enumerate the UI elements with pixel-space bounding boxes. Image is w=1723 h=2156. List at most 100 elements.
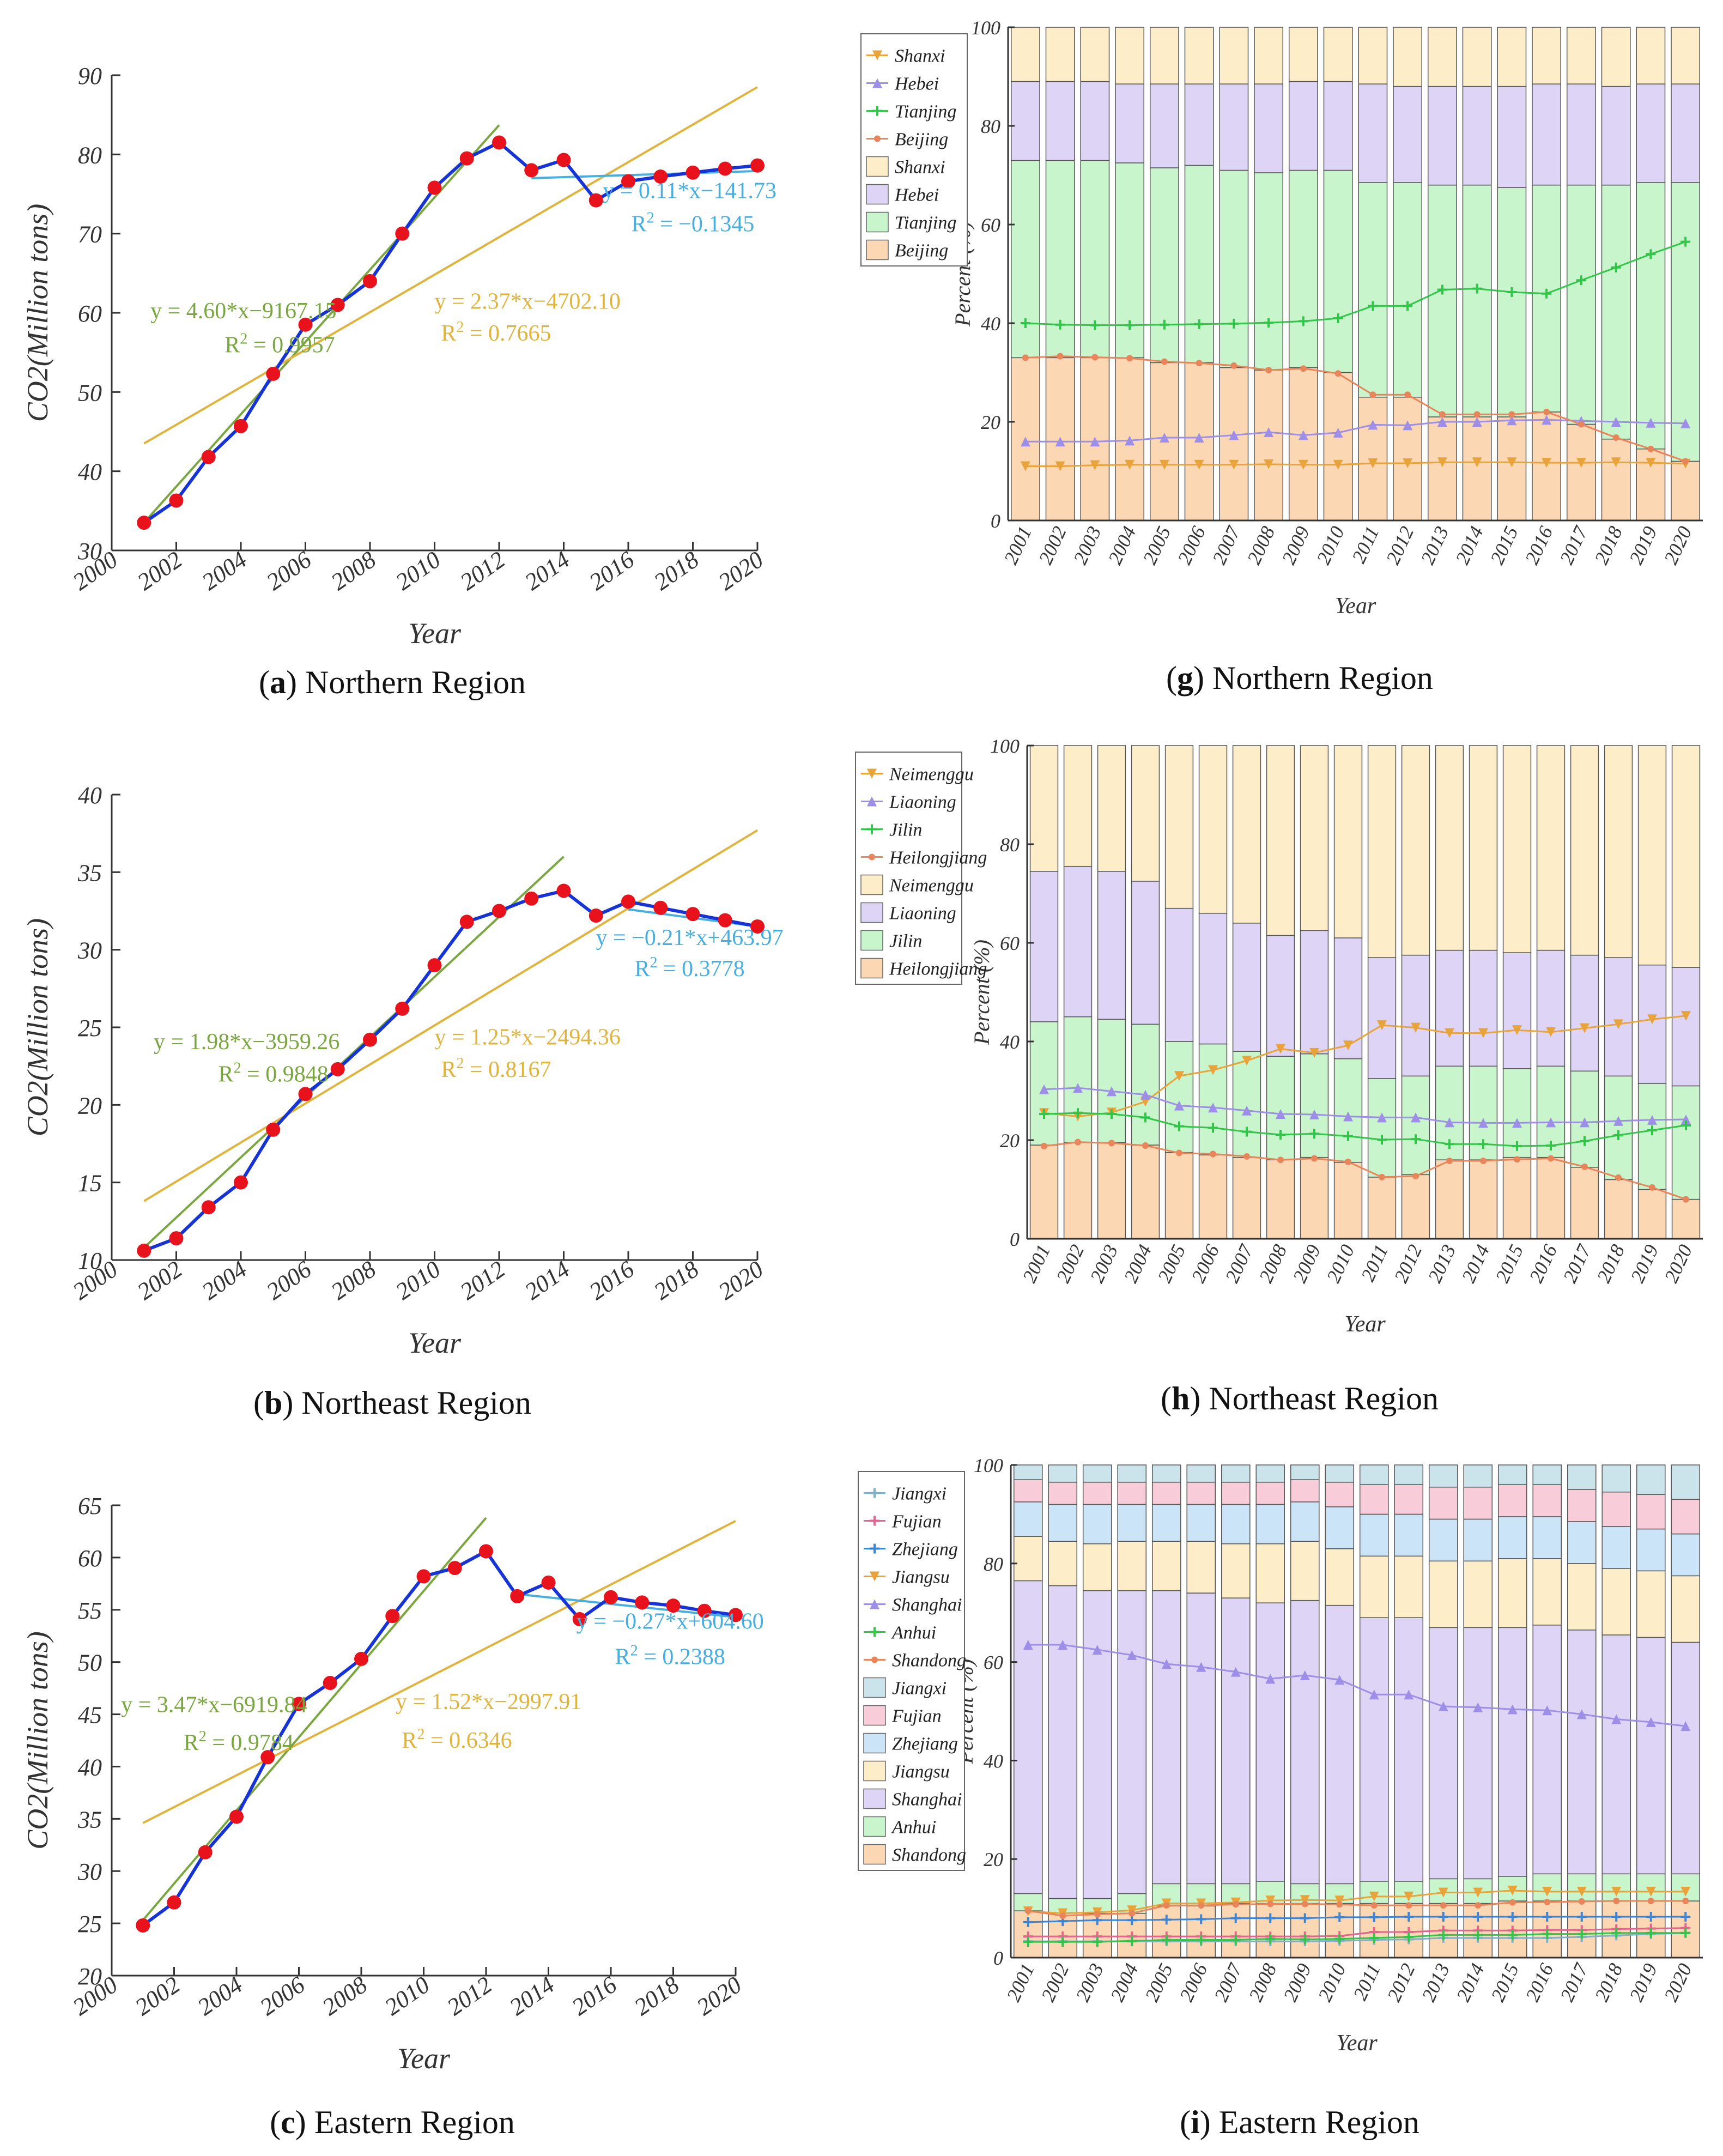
x-tick-label: 2008: [1245, 1960, 1281, 2004]
r2-superscript: 2: [630, 1643, 638, 1660]
x-tick-label: 2008: [318, 1971, 372, 2021]
x-tick-label: 2015: [1491, 1241, 1528, 1286]
share-marker-shanghai: [1161, 1659, 1172, 1669]
share-marker-tianjing: [1472, 283, 1482, 294]
co2-data-point: [229, 1809, 244, 1824]
y-tick-label: 80: [78, 142, 102, 168]
share-marker-shandong: [1475, 1902, 1482, 1909]
x-tick-label: 2012: [442, 1971, 497, 2021]
bar-segment-neimenggu: [1198, 745, 1228, 914]
bar-segment-zhejiang: [1325, 1506, 1355, 1549]
share-marker-liaoning: [1242, 1105, 1252, 1116]
share-marker-hebei: [1368, 420, 1378, 430]
co2-data-point: [510, 1589, 525, 1603]
share-marker-jilin: [1343, 1131, 1353, 1141]
bar-segment-neimenggu: [1333, 745, 1363, 938]
bar-segment-fujian: [1013, 1479, 1043, 1503]
x-tick-label: 2008: [1255, 1241, 1291, 1286]
x-tick-label: 2014: [520, 1256, 574, 1305]
share-marker-shandong: [1613, 1898, 1620, 1905]
x-tick-label: 2014: [520, 546, 574, 596]
bar-segment-hebei: [1462, 86, 1492, 186]
bar-segment-shanxi: [1323, 27, 1353, 82]
r2-symbol: R: [441, 321, 456, 346]
bar-segment-liaoning: [1536, 949, 1566, 1067]
share-marker-hebei: [1542, 415, 1552, 425]
legend-label: Zhejiang: [892, 1540, 958, 1560]
x-tick-label: 2004: [1106, 1960, 1143, 2004]
co2-data-point: [330, 298, 345, 312]
fit-r2-all: R2 = 0.8167: [441, 1055, 551, 1082]
x-tick-label: 2005: [1154, 1241, 1190, 1286]
y-tick-label: 80: [984, 1553, 1003, 1575]
x-tick-label: 2017: [1555, 522, 1592, 568]
share-marker-jilin: [1242, 1127, 1252, 1137]
bar-segment-heilongjiang: [1671, 1198, 1701, 1239]
y-tick-label: 35: [77, 859, 102, 886]
bar-segment-neimenggu: [1367, 745, 1397, 958]
co2-data-point: [653, 169, 668, 184]
co2-data-point: [427, 180, 442, 195]
x-tick-label: 2010: [380, 1971, 434, 2021]
y-tick-label: 0: [1010, 1228, 1020, 1250]
y-tick-label: 50: [78, 1650, 102, 1676]
bar-segment-jiangxi: [1359, 1464, 1389, 1485]
bar-segment-fujian: [1567, 1489, 1597, 1522]
share-marker-liaoning: [1681, 1114, 1691, 1124]
legend-label: Shandong: [892, 1651, 966, 1671]
x-tick-label: 2018: [1591, 1960, 1627, 2004]
co2-data-point: [201, 450, 216, 464]
bar-segment-liaoning: [1198, 912, 1228, 1045]
r2-superscript: 2: [240, 331, 247, 348]
share-marker-liaoning: [1546, 1117, 1556, 1128]
bar-segment-neimenggu: [1435, 745, 1464, 951]
x-axis-title: Year: [397, 2042, 451, 2075]
share-marker-beijing: [1126, 355, 1133, 362]
share-marker-beijing: [1091, 354, 1099, 361]
y-tick-label: 30: [77, 937, 102, 964]
bar-segment-shanghai: [1290, 1600, 1320, 1885]
x-tick-label: 2016: [1525, 1241, 1562, 1286]
x-tick-label: 2020: [1660, 1241, 1697, 1286]
bar-segment-beijing: [1566, 423, 1596, 521]
bar-segment-hebei: [1671, 83, 1701, 183]
share-marker-shanghai: [1369, 1689, 1379, 1700]
x-tick-label: 2014: [505, 1971, 559, 2021]
bar-segment-heilongjiang: [1536, 1156, 1566, 1239]
share-marker-heilongjiang: [1345, 1158, 1351, 1165]
share-marker-beijing: [1439, 411, 1446, 418]
bar-segment-shanxi: [1393, 27, 1423, 87]
share-marker-hebei: [1125, 435, 1135, 446]
bar-segment-liaoning: [1367, 957, 1397, 1079]
fit-equation-early: y = 3.47*x−6919.84: [121, 1693, 307, 1718]
bar-segment-shanghai: [1082, 1590, 1112, 1899]
y-tick-label: 100: [990, 735, 1020, 757]
bar-segment-liaoning: [1232, 923, 1261, 1052]
share-marker-shanxi: [1194, 459, 1204, 470]
bar-segment-jiangxi: [1671, 1464, 1701, 1500]
share-marker-heilongjiang: [1210, 1150, 1216, 1158]
bar-segment-jilin: [1333, 1058, 1363, 1163]
bar-segment-neimenggu: [1502, 745, 1532, 953]
x-tick-label: 2010: [1312, 523, 1349, 567]
x-tick-label: 2013: [1417, 1960, 1454, 2004]
bar-segment-shanghai: [1013, 1580, 1043, 1894]
co2-data-point: [292, 1697, 306, 1711]
share-marker-jilin: [1174, 1121, 1184, 1131]
share-marker-hebei: [1437, 417, 1447, 427]
share-marker-tianjing: [1229, 318, 1239, 329]
bar-segment-jiangxi: [1221, 1464, 1251, 1483]
share-line-shanghai: [1028, 1644, 1686, 1727]
share-marker-liaoning: [1107, 1086, 1117, 1097]
bar-segment-heilongjiang: [1401, 1174, 1430, 1239]
r2-symbol: R: [219, 1062, 234, 1087]
bar-segment-shanghai: [1428, 1627, 1458, 1880]
x-axis-title: Year: [1336, 2031, 1378, 2056]
share-marker-beijing: [1369, 391, 1376, 398]
co2-data-point: [621, 894, 635, 909]
share-marker-jilin: [1073, 1108, 1083, 1118]
bar-segment-heilongjiang: [1469, 1159, 1498, 1239]
bar-segment-heilongjiang: [1502, 1156, 1532, 1239]
bar-segment-fujian: [1601, 1491, 1631, 1527]
bar-segment-hebei: [1149, 83, 1179, 168]
